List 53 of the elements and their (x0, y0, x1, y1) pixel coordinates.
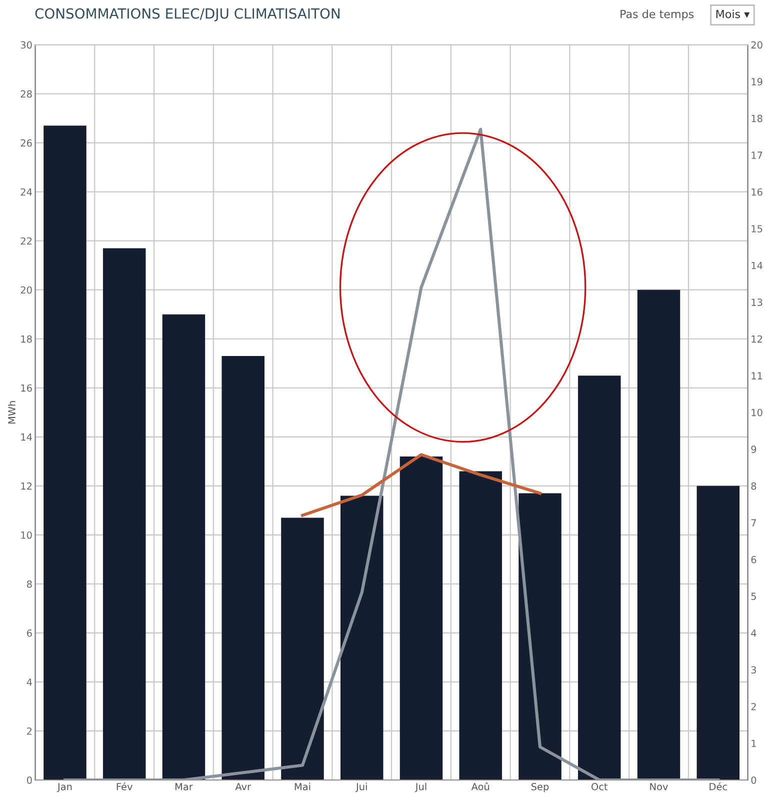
y2-tick-label: 3 (751, 666, 756, 674)
text: Pas de temps (620, 10, 694, 20)
y-tick-label: 16 (21, 384, 32, 392)
y-tick-label: 14 (21, 434, 32, 441)
chart-title: CONSOMMATIONS ELEC/DJU CLIMATISAITON (35, 8, 340, 22)
y2-tick-label: 20 (751, 41, 762, 49)
y-tick-label: 8 (26, 580, 32, 588)
x-tick-label: Nov (650, 783, 668, 790)
y-tick-label: 20 (20, 286, 32, 294)
y2-tick-label: 13 (752, 298, 762, 306)
x-tick-label: Aoû (471, 782, 490, 790)
y2-tick-label: 2 (751, 702, 756, 710)
y2-tick-label: 8 (751, 482, 756, 490)
x-tick-label: Mar (176, 783, 193, 790)
y-tick-label: 30 (20, 41, 32, 49)
y-axis-title: MWh (8, 401, 16, 424)
y-tick-label: 12 (21, 482, 32, 490)
x-tick-label: Mai (294, 782, 310, 790)
y-tick-label: 0 (26, 776, 32, 784)
y-tick-label: 6 (27, 629, 32, 637)
y2-tick-label: 1 (752, 740, 756, 747)
y2-tick-label: 14 (752, 262, 762, 270)
y2-tick-label: 15 (752, 225, 762, 232)
y-tick-label: 26 (20, 139, 32, 147)
text: Mois ▾ (716, 10, 750, 18)
y-tick-label: 2 (27, 727, 32, 735)
y-tick-label: 18 (21, 335, 32, 343)
y2-tick-label: 4 (751, 630, 756, 637)
y2-tick-label: 11 (752, 372, 762, 380)
y-tick-label: 22 (20, 237, 32, 245)
y2-tick-label: 16 (752, 188, 762, 196)
y2-tick-label: 17 (752, 152, 762, 159)
y2-tick-label: 10 (752, 408, 762, 416)
y2-tick-label: 9 (751, 446, 756, 453)
y2-tick-label: 7 (751, 519, 756, 526)
x-tick-label: Jan (56, 783, 72, 792)
x-tick-label: Sep (531, 782, 549, 792)
y-tick-label: 24 (20, 188, 32, 196)
y-tick-label: 4 (26, 678, 32, 686)
y2-tick-label: 12 (752, 335, 762, 343)
x-tick-label: Jul (414, 782, 426, 792)
x-tick-label: Jui (355, 782, 367, 792)
y-tick-label: 10 (21, 531, 32, 539)
y2-tick-label: 0 (751, 776, 756, 784)
x-tick-label: Oct (592, 782, 608, 790)
y2-tick-label: 19 (752, 78, 762, 86)
y2-tick-label: 6 (751, 556, 756, 564)
y-tick-label: 28 (20, 90, 32, 98)
x-tick-label: Déc (710, 782, 727, 790)
x-tick-label: Fév (116, 782, 132, 790)
y2-tick-label: 18 (752, 114, 762, 122)
y2-tick-label: 5 (751, 592, 756, 600)
x-tick-label: Avr (235, 783, 252, 790)
